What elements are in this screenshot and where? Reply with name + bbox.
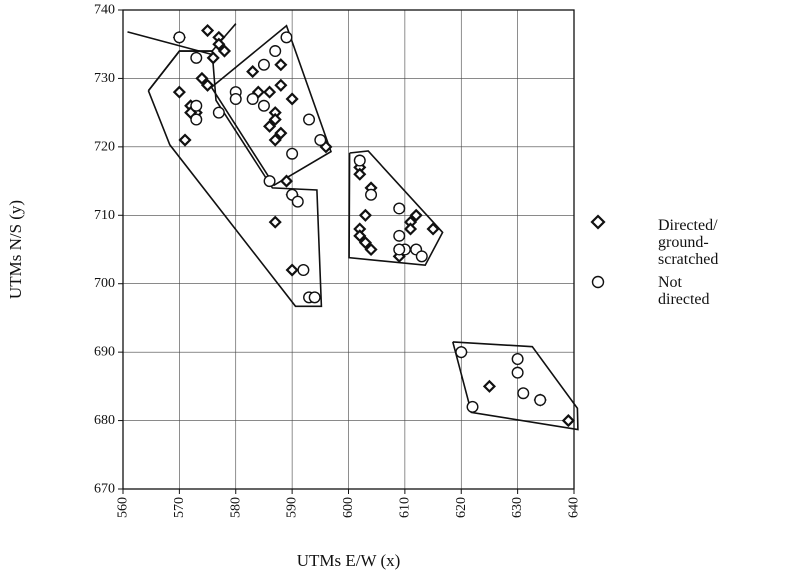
legend-label-directed: Directed/ ground-scratched [658,217,719,268]
data-point-circle [280,31,293,44]
data-point-diamond [364,242,378,257]
data-point-diamond [201,78,215,92]
y-tick-label: 740 [94,3,115,18]
data-point-diamond [268,112,282,127]
data-point-circle [534,394,547,407]
y-tick-label: 730 [94,71,115,86]
y-tick-label: 670 [94,482,115,497]
data-point-diamond [201,23,215,38]
data-point-diamond [212,37,226,51]
data-point-circle [415,250,428,263]
x-tick-label: 580 [228,497,243,518]
data-point-diamond [358,236,372,250]
cluster-outline [348,150,444,267]
data-point-diamond [172,85,186,99]
circle-marker-icon [591,275,605,289]
data-point-diamond [206,51,220,65]
data-point-diamond [403,222,418,236]
data-point-diamond [268,215,282,229]
data-point-circle [173,31,186,44]
legend-item-directed: Directed/ ground-scratched [588,212,718,268]
data-point-diamond [358,208,372,222]
legend-item-not-directed: Not directed [588,272,710,308]
data-point-circle [297,264,310,277]
data-point-diamond [285,92,299,106]
cluster-outline [210,24,332,187]
data-point-circle [190,99,203,112]
diamond-marker-icon [590,214,606,230]
data-point-diamond [195,71,209,85]
cluster-outline [452,341,579,431]
legend-label-not-directed: Not directed [658,274,710,308]
data-point-circle [517,387,530,400]
x-tick-label: 610 [397,497,412,518]
data-point-circle [314,134,327,147]
data-point-diamond [353,229,367,243]
data-point-circle [308,291,321,304]
hull-layer [127,23,579,431]
data-point-circle [229,92,242,105]
data-point-circle [393,202,406,215]
data-point-diamond [279,174,294,188]
data-point-circle [393,243,406,256]
y-tick-label: 700 [94,276,115,291]
point-layer [172,23,575,428]
data-point-diamond [263,85,277,99]
x-tick-label: 600 [341,497,356,518]
tick-layer: 560 570 580 590 600 610 620 630 640 670 680 690 700 7… [94,3,582,519]
data-point-diamond [217,44,232,58]
x-tick-label: 640 [567,497,582,518]
x-tick-label: 620 [454,497,469,518]
y-tick-label: 710 [94,208,115,223]
x-tick-label: 630 [510,497,525,518]
data-point-diamond [274,58,288,72]
data-point-circle [246,92,259,105]
data-point-circle [190,113,203,126]
data-point-diamond [409,208,423,222]
data-point-diamond [482,379,496,393]
data-point-diamond [353,167,367,181]
data-point-diamond [263,119,277,133]
y-tick-label: 720 [94,139,115,154]
data-point-circle [269,45,282,58]
x-tick-label: 570 [172,497,187,518]
cluster-outline [147,50,323,308]
data-point-circle [365,188,378,201]
data-point-circle [455,346,468,359]
x-tick-label: 560 [116,497,131,518]
y-axis-title: UTMs N/S (y) [6,200,25,299]
data-point-circle [353,154,366,167]
x-axis-title: UTMs E/W (x) [297,551,401,570]
x-tick-label: 590 [285,497,300,518]
data-point-circle [212,106,225,119]
data-point-diamond [178,133,192,147]
data-point-circle [291,195,304,208]
data-point-diamond [561,414,575,428]
data-point-circle [511,352,524,365]
data-point-circle [190,51,203,64]
data-point-diamond [426,222,440,236]
data-point-circle [466,400,479,413]
y-tick-label: 680 [94,413,115,428]
data-point-diamond [274,126,288,140]
data-point-circle [286,147,299,160]
data-point-diamond [285,263,299,277]
data-point-circle [511,366,524,379]
data-point-circle [257,58,270,71]
data-point-diamond [268,133,282,147]
data-point-diamond [246,65,260,79]
data-point-circle [393,229,406,242]
data-point-circle [263,175,276,188]
data-point-circle [257,99,270,112]
y-tick-label: 690 [94,345,115,360]
data-point-diamond [274,78,288,92]
data-point-circle [303,113,316,126]
